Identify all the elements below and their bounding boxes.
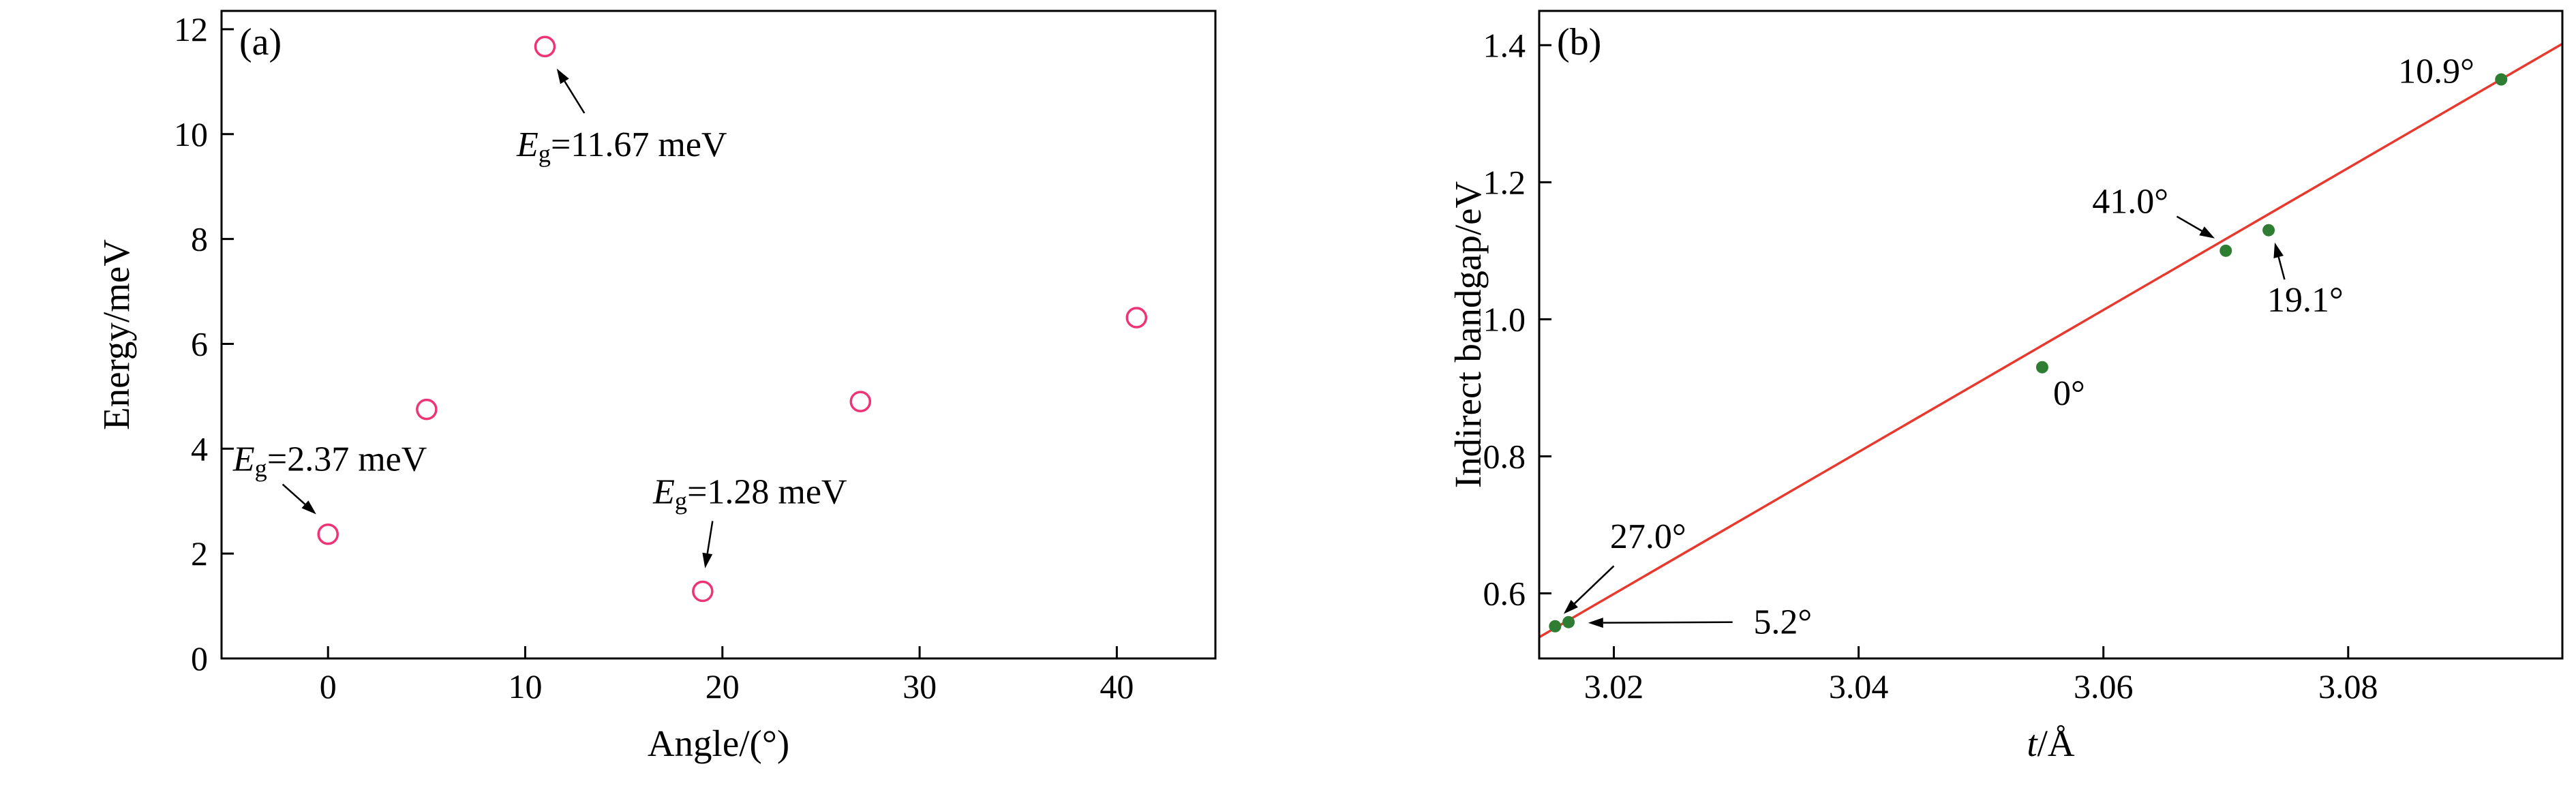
annotation-label: 41.0° (2092, 182, 2168, 221)
x-tick-label: 30 (903, 667, 937, 705)
x-tick-label: 20 (706, 667, 740, 705)
data-point (692, 580, 714, 603)
y-tick-label: 2 (191, 534, 208, 573)
annotation-arrowhead (556, 68, 569, 85)
y-tick-label: 10 (174, 115, 208, 153)
data-point (2035, 361, 2048, 374)
plot-frame (220, 10, 1217, 660)
annotation-label: 19.1° (2267, 281, 2344, 320)
chart-svg-a: 0 10 20 30 40 0 2 4 6 8 10 12 Angle/(°) Energy/meV Eg=… (95, 10, 1217, 764)
annotation-label: 10.9° (2398, 52, 2474, 91)
y-tick-label: 1.2 (1483, 163, 1526, 201)
y-axis-label: Indirect bandgap/eV (1447, 181, 1489, 488)
annotation-arrowhead (301, 500, 316, 515)
panel-b-bandgap-vs-t-chart: 3.02 3.04 3.06 3.08 0.6 0.8 1.0 1.2 1.4 t/Å Indire… (1281, 0, 2576, 805)
annotation-arrowhead (2273, 242, 2284, 258)
y-tick-label: 8 (191, 220, 208, 258)
data-point (1125, 307, 1148, 329)
data-point (2495, 73, 2508, 86)
annotation-label: Eg=1.28 meV (652, 472, 847, 515)
plot-frame (1538, 10, 2564, 660)
x-tick-label: 40 (1100, 667, 1134, 705)
data-point (1562, 616, 1575, 628)
panel-label: (a) (239, 21, 282, 63)
data-point (1549, 620, 1562, 633)
y-tick-label: 12 (174, 10, 208, 48)
annotation-label: 27.0° (1610, 517, 1686, 556)
data-point (416, 398, 438, 421)
x-tick-label: 0 (320, 667, 337, 705)
y-tick-label: 0.8 (1483, 437, 1526, 475)
data-point (2219, 244, 2232, 257)
x-tick-label: 3.06 (2074, 667, 2134, 705)
annotation-arrowhead (1563, 600, 1578, 614)
y-tick-label: 0.6 (1483, 574, 1526, 612)
y-tick-label: 1.0 (1483, 300, 1526, 338)
annotation-arrowhead (2199, 226, 2215, 239)
data-point (2262, 224, 2275, 237)
annotation-arrow (2277, 256, 2286, 280)
annotation-label: Eg=2.37 meV (232, 440, 427, 482)
annotation-arrowhead (702, 552, 713, 568)
annotation-arrow (1603, 621, 1733, 624)
y-tick-label: 6 (191, 324, 208, 363)
annotation-arrow (706, 521, 714, 554)
x-tick-label: 3.08 (2318, 667, 2378, 705)
annotation-label: Eg=11.67 meV (516, 125, 727, 168)
y-tick-label: 0 (191, 639, 208, 678)
data-point (534, 35, 556, 58)
annotation-label: 5.2° (1753, 603, 1812, 641)
fit-line (1539, 42, 2563, 639)
x-tick-label: 3.04 (1829, 667, 1889, 705)
panel-label: (b) (1557, 21, 1601, 63)
annotation-arrow (2176, 215, 2202, 232)
annotation-arrow (564, 80, 586, 114)
annotation-arrow (282, 483, 306, 505)
x-tick-label: 3.02 (1584, 667, 1644, 705)
data-point (317, 523, 339, 545)
data-point (849, 391, 872, 412)
chart-svg-b: 3.02 3.04 3.06 3.08 0.6 0.8 1.0 1.2 1.4 t/Å Indire… (1447, 10, 2564, 764)
y-tick-label: 4 (191, 429, 208, 468)
panel-a-energy-vs-angle-chart: 0 10 20 30 40 0 2 4 6 8 10 12 Angle/(°) Energy/meV Eg=… (95, 10, 1217, 764)
x-axis-label: Angle/(°) (648, 723, 789, 764)
y-tick-label: 1.4 (1483, 26, 1526, 64)
x-tick-label: 10 (509, 667, 543, 705)
annotation-arrow (1573, 565, 1615, 605)
annotation-label: 0° (2053, 374, 2085, 412)
x-axis-label: t/Å (2027, 723, 2075, 764)
annotation-arrowhead (1588, 618, 1603, 628)
y-axis-label: Energy/meV (95, 239, 137, 430)
